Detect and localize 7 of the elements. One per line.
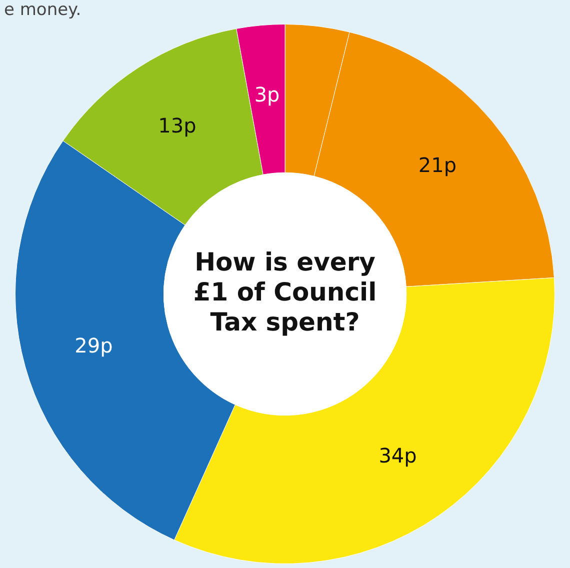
data-label: 34p	[378, 444, 417, 468]
text: e money.	[4, 0, 82, 20]
data-label: 21p	[418, 153, 457, 178]
text: How is every £1 of Council Tax spent?	[193, 248, 377, 336]
data-label: 3p	[254, 82, 280, 106]
data-label: 13p	[158, 113, 196, 138]
data-label: 29p	[74, 334, 113, 358]
